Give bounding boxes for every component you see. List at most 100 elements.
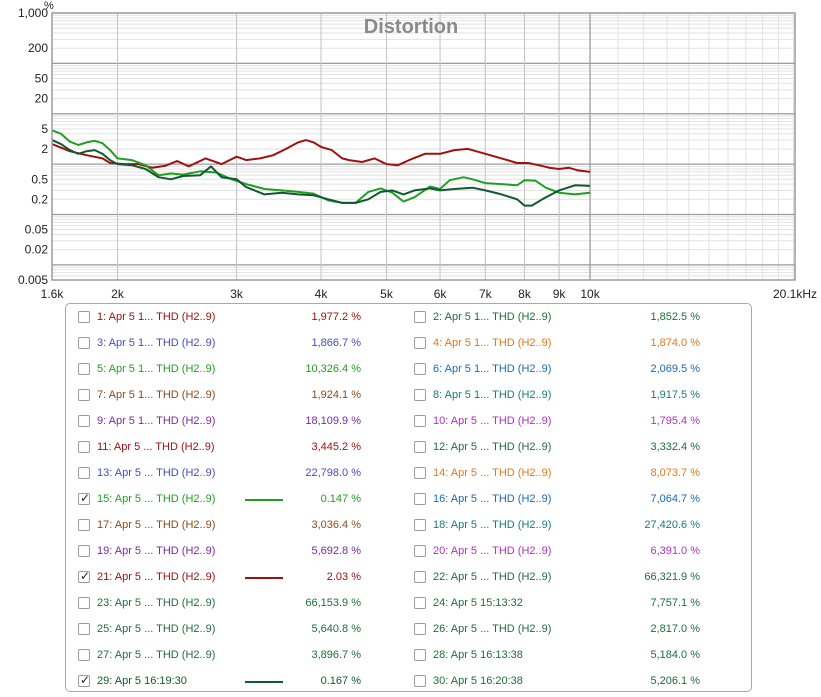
legend-item[interactable]: 5: Apr 5 1... THD (H2..9) 10,326.4 %: [78, 360, 361, 380]
legend-value: 10,326.4 %: [305, 363, 361, 375]
series-line-3: [51, 139, 591, 207]
legend-item[interactable]: 3: Apr 5 1... THD (H2..9) 1,866.7 %: [78, 334, 361, 354]
x-tick-label: 10k: [580, 287, 600, 300]
legend-item[interactable]: 13: Apr 5 ... THD (H2..9) 22,798.0 %: [78, 464, 361, 484]
legend-item[interactable]: 22: Apr 5 ... THD (H2..9) 66,321.9 %: [414, 568, 700, 588]
legend-label: 17: Apr 5 ... THD (H2..9): [97, 519, 216, 531]
legend-label: 27: Apr 5 ... THD (H2..9): [97, 649, 216, 661]
legend-value: 2,817.0 %: [650, 623, 700, 635]
legend-checkbox[interactable]: [414, 649, 426, 661]
plot-border: [51, 12, 796, 281]
legend-value: 5,206.1 %: [650, 675, 700, 687]
legend-value: 1,977.2 %: [311, 311, 361, 323]
legend-checkbox[interactable]: [414, 467, 426, 479]
legend-label: 19: Apr 5 ... THD (H2..9): [97, 545, 216, 557]
legend-item[interactable]: 20: Apr 5 ... THD (H2..9) 6,391.0 %: [414, 542, 700, 562]
legend-item[interactable]: 1: Apr 5 1... THD (H2..9) 1,977.2 %: [78, 308, 361, 328]
y-tick-label: 0.005: [18, 273, 48, 287]
legend-item[interactable]: 30: Apr 5 16:20:38 5,206.1 %: [414, 672, 700, 692]
legend-item[interactable]: ✓ 29: Apr 5 16:19:30 0.167 %: [78, 672, 361, 692]
legend-checkbox[interactable]: [78, 623, 90, 635]
legend-label: 7: Apr 5 1... THD (H2..9): [97, 389, 216, 401]
legend-item[interactable]: 16: Apr 5 ... THD (H2..9) 7,064.7 %: [414, 490, 700, 510]
legend-checkbox[interactable]: [414, 597, 426, 609]
legend-item[interactable]: 11: Apr 5 ... THD (H2..9) 3,445.2 %: [78, 438, 361, 458]
legend-value: 1,874.0 %: [650, 337, 700, 349]
legend-item[interactable]: 17: Apr 5 ... THD (H2..9) 3,036.4 %: [78, 516, 361, 536]
series-lines: [51, 129, 591, 207]
y-axis-labels: 1,000 200 50 20 5 2 0.5 0.2 0.05 0.02 0.005: [18, 6, 48, 287]
legend-value: 1,917.5 %: [650, 389, 700, 401]
legend-label: 6: Apr 5 1... THD (H2..9): [433, 363, 552, 375]
legend-item[interactable]: ✓ 21: Apr 5 ... THD (H2..9) 2.03 %: [78, 568, 361, 588]
legend-checkbox[interactable]: [414, 311, 426, 323]
legend-label: 30: Apr 5 16:20:38: [433, 675, 523, 687]
legend-checkbox[interactable]: [414, 441, 426, 453]
legend-checkbox[interactable]: [78, 363, 90, 375]
legend-item[interactable]: 14: Apr 5 ... THD (H2..9) 8,073.7 %: [414, 464, 700, 484]
legend-checkbox[interactable]: [78, 467, 90, 479]
legend-item[interactable]: 2: Apr 5 1... THD (H2..9) 1,852.5 %: [414, 308, 700, 328]
legend-item[interactable]: 25: Apr 5 ... THD (H2..9) 5,640.8 %: [78, 620, 361, 640]
distortion-chart: 1,000 200 50 20 5 2 0.5 0.2 0.05 0.02 0.005 1.6k 2k…: [18, 0, 817, 300]
legend-item[interactable]: 24: Apr 5 15:13:32 7,757.1 %: [414, 594, 700, 614]
y-tick-label: 20: [35, 92, 49, 106]
legend-value: 5,692.8 %: [311, 545, 361, 557]
legend-checkbox[interactable]: ✓: [78, 569, 91, 583]
legend-swatch: [245, 577, 283, 579]
checkmark-icon: ✓: [80, 569, 91, 583]
legend-checkbox[interactable]: [78, 311, 90, 323]
legend-value: 3,036.4 %: [311, 519, 361, 531]
legend-item[interactable]: 8: Apr 5 1... THD (H2..9) 1,917.5 %: [414, 386, 700, 406]
legend-checkbox[interactable]: ✓: [78, 491, 90, 505]
legend-checkbox[interactable]: ✓: [78, 673, 90, 687]
y-tick-label: 2: [41, 142, 48, 156]
legend-checkbox[interactable]: [414, 519, 426, 531]
legend-checkbox[interactable]: [78, 519, 90, 531]
legend-label: 13: Apr 5 ... THD (H2..9): [97, 467, 216, 479]
legend-swatch: [245, 681, 283, 683]
legend-item[interactable]: 23: Apr 5 ... THD (H2..9) 66,153.9 %: [78, 594, 361, 614]
legend-item[interactable]: 18: Apr 5 ... THD (H2..9) 27,420.6 %: [414, 516, 700, 536]
legend-checkbox[interactable]: [414, 389, 426, 401]
legend-value: 5,184.0 %: [650, 649, 700, 661]
legend-checkbox[interactable]: [414, 337, 426, 349]
legend-checkbox[interactable]: [414, 415, 426, 427]
legend-value: 22,798.0 %: [305, 467, 361, 479]
legend-item[interactable]: 12: Apr 5 ... THD (H2..9) 3,332.4 %: [414, 438, 700, 458]
legend-value: 66,321.9 %: [644, 571, 700, 583]
legend-item[interactable]: 27: Apr 5 ... THD (H2..9) 3,896.7 %: [78, 646, 361, 666]
legend-checkbox[interactable]: [414, 623, 426, 635]
legend-item[interactable]: 7: Apr 5 1... THD (H2..9) 1,924.1 %: [78, 386, 361, 406]
legend-checkbox[interactable]: [414, 363, 426, 375]
legend-value: 6,391.0 %: [650, 545, 700, 557]
legend-item[interactable]: 28: Apr 5 16:13:38 5,184.0 %: [414, 646, 700, 666]
plot-area[interactable]: [52, 13, 795, 280]
legend-checkbox[interactable]: [78, 337, 90, 349]
x-tick-label: 9k: [553, 287, 567, 300]
legend-item[interactable]: 9: Apr 5 1... THD (H2..9) 18,109.9 %: [78, 412, 361, 432]
legend-checkbox[interactable]: [78, 441, 90, 453]
y-tick-label: 200: [28, 41, 48, 55]
legend-item[interactable]: 26: Apr 5 ... THD (H2..9) 2,817.0 %: [414, 620, 700, 640]
y-tick-label: 5: [41, 122, 48, 136]
legend-item[interactable]: 6: Apr 5 1... THD (H2..9) 2,069.5 %: [414, 360, 700, 380]
legend-checkbox[interactable]: [414, 493, 426, 505]
legend-checkbox[interactable]: [414, 571, 426, 583]
legend-value: 66,153.9 %: [305, 597, 361, 609]
legend-checkbox[interactable]: [78, 389, 90, 401]
legend-label: 29: Apr 5 16:19:30: [97, 675, 187, 687]
legend-item[interactable]: 4: Apr 5 1... THD (H2..9) 1,874.0 %: [414, 334, 700, 354]
legend-checkbox[interactable]: [78, 649, 90, 661]
legend-label: 24: Apr 5 15:13:32: [433, 597, 523, 609]
legend-checkbox[interactable]: [78, 597, 90, 609]
legend-item[interactable]: ✓ 15: Apr 5 ... THD (H2..9) 0.147 %: [78, 490, 361, 510]
legend-checkbox[interactable]: [414, 545, 426, 557]
legend-label: 25: Apr 5 ... THD (H2..9): [97, 623, 216, 635]
legend-checkbox[interactable]: [78, 415, 90, 427]
legend-checkbox[interactable]: [78, 545, 90, 557]
legend-checkbox[interactable]: [414, 675, 426, 687]
legend-item[interactable]: 10: Apr 5 ... THD (H2..9) 1,795.4 %: [414, 412, 700, 432]
legend-item[interactable]: 19: Apr 5 ... THD (H2..9) 5,692.8 %: [78, 542, 361, 562]
legend-label: 11: Apr 5 ... THD (H2..9): [97, 441, 215, 453]
